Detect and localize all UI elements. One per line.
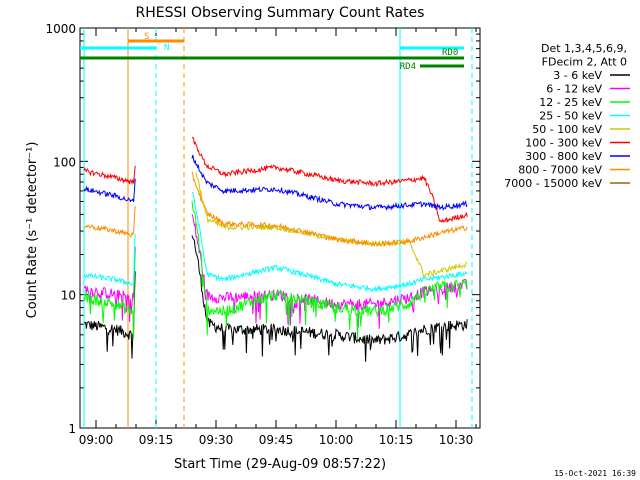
y-tick-label: 100 (53, 155, 76, 169)
series-line-100-300-kev (83, 136, 468, 223)
legend-entry-label: 300 - 800 keV (525, 150, 602, 163)
timestamp: 15-Oct-2021 16:39 (554, 469, 636, 478)
legend-entry-label: 3 - 6 keV (553, 69, 602, 82)
x-axis-label: Start Time (29-Aug-09 08:57:22) (174, 457, 386, 472)
chart-title: RHESSI Observing Summary Count Rates (136, 5, 425, 21)
y-axis-label: Count Rate (s⁻¹ detector⁻¹) (25, 142, 40, 319)
series-line-25-50-kev (84, 191, 468, 292)
x-tick-label: 09:15 (139, 433, 174, 447)
plot-area: 1 10 100 1000 09:00 09:15 09:30 09:45 10:00 10:15… (45, 22, 481, 447)
legend-entry-label: 25 - 50 keV (539, 110, 602, 123)
x-tick-label: 09:30 (199, 433, 234, 447)
band-label: N (164, 43, 169, 53)
legend-entry-label: 6 - 12 keV (546, 83, 602, 96)
series-line-800-7000-kev (83, 171, 468, 248)
legend-header: FDecim 2, Att 0 (542, 56, 627, 69)
y-tick-label: 1000 (45, 22, 76, 36)
x-tick-label: 09:45 (259, 433, 294, 447)
series-line-300-800-kev (83, 154, 468, 212)
legend: Det 1,3,4,5,6,9,FDecim 2, Att 03 - 6 keV… (504, 42, 630, 190)
series-line-50-100-kev (195, 172, 468, 279)
y-tick-label: 10 (61, 289, 76, 303)
legend-entry-label: 50 - 100 keV (532, 123, 602, 136)
x-tick-label: 10:30 (439, 433, 474, 447)
legend-entry-label: 100 - 300 keV (525, 137, 602, 150)
series-line-12-25-kev (83, 200, 468, 339)
x-tick-label: 10:15 (379, 433, 414, 447)
legend-header: Det 1,3,4,5,6,9, (541, 42, 627, 55)
series-line-3-6-kev (83, 235, 468, 362)
x-tick-label: 10:00 (319, 433, 354, 447)
y-tick-label: 1 (68, 422, 76, 436)
band-label: RD0 (442, 48, 458, 58)
series-line-6-12-kev (84, 214, 468, 329)
band-label: RD4 (400, 62, 416, 72)
band-label: S (144, 32, 149, 42)
legend-entry-label: 800 - 7000 keV (518, 164, 602, 177)
legend-entry-label: 7000 - 15000 keV (504, 177, 602, 190)
x-tick-label: 09:00 (79, 433, 114, 447)
legend-entry-label: 12 - 25 keV (539, 96, 602, 109)
plot-frame (79, 27, 481, 429)
